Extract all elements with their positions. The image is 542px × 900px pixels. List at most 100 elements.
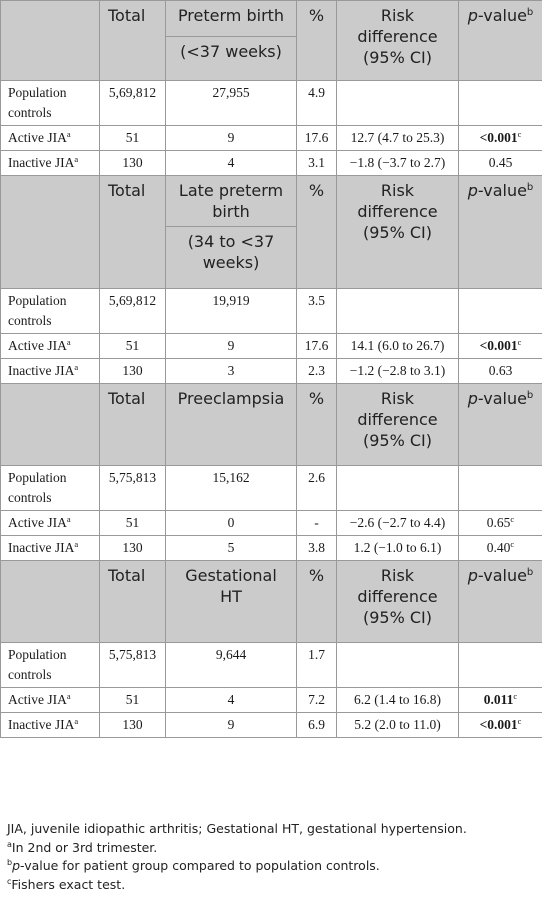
- cell-p-value: 0.45: [458, 150, 542, 176]
- table-row: Population controls 5,75,813 15,162 2.6: [0, 465, 542, 511]
- footnote-abbreviations: JIA, juvenile idiopathic arthritis; Gest…: [7, 821, 467, 836]
- cell-p-value: 0.63: [458, 358, 542, 384]
- header-text-line: Late preterm: [178, 181, 284, 200]
- cell-percent: 17.6: [296, 333, 337, 359]
- table-row: Inactive JIAa 130 4 3.1 −1.8 (−3.7 to 2.7) 0.…: [0, 150, 542, 176]
- cell-event-count: 19,919: [165, 288, 297, 334]
- header-p-value: p-valueb: [458, 560, 542, 643]
- cell-percent: 1.7: [296, 642, 337, 688]
- section-subheader-row: (<37 weeks): [1, 36, 542, 81]
- header-text-line: weeks): [202, 253, 260, 272]
- section-header-row: Total Preterm birth% Risk difference (95% CI…: [0, 0, 542, 81]
- header-text-line: HT: [220, 587, 242, 606]
- row-group-label: Population controls: [0, 288, 100, 334]
- row-group-label: Active JIAa: [0, 687, 100, 713]
- cell-event-count: 0: [165, 510, 297, 536]
- header-total: Total: [99, 560, 166, 643]
- cell-event-count: 15,162: [165, 465, 297, 511]
- cell-total: 51: [99, 510, 166, 536]
- header-text-line: Preterm birth: [177, 6, 285, 25]
- header-outcome-definition: (34 to <37 weeks): [165, 226, 297, 289]
- header-outcome: Late preterm birth: [165, 175, 297, 227]
- cell-percent: 2.3: [296, 358, 337, 384]
- table-row: Population controls 5,69,812 27,955 4.9: [0, 80, 542, 126]
- cell-risk-difference: −1.8 (−3.7 to 2.7): [336, 150, 459, 176]
- row-group-label: Active JIAa: [0, 125, 100, 151]
- cell-risk-difference: [336, 80, 459, 126]
- cell-p-value: [458, 80, 542, 126]
- header-risk-difference: Risk difference (95% CI): [336, 560, 459, 643]
- cell-event-count: 9: [165, 125, 297, 151]
- cell-percent: 6.9: [296, 712, 337, 738]
- cell-risk-difference: 6.2 (1.4 to 16.8): [336, 687, 459, 713]
- cell-percent: -: [296, 510, 337, 536]
- header-percent: %: [296, 383, 337, 466]
- cell-total: 5,75,813: [99, 465, 166, 511]
- header-outcome-definition: (<37 weeks): [165, 36, 297, 81]
- header-text-line: Gestational: [185, 566, 277, 585]
- cell-p-value: <0.001c: [458, 712, 542, 738]
- table-row: Inactive JIAa 130 9 6.9 5.2 (2.0 to 11.0) <0.…: [0, 712, 542, 738]
- cell-event-count: 5: [165, 535, 297, 561]
- table-row: Active JIAa 51 9 17.6 12.7 (4.7 to 25.3) <0.0…: [0, 125, 542, 151]
- header-p-value: p-valueb: [458, 175, 542, 289]
- section-subheader-row: (34 to <37 weeks): [1, 226, 542, 289]
- cell-p-value: 0.65c: [458, 510, 542, 536]
- header-percent: %: [296, 175, 337, 289]
- table-footnotes: JIA, juvenile idiopathic arthritis; Gest…: [7, 820, 537, 894]
- header-text-line: Preeclampsia: [177, 389, 285, 408]
- row-group-label: Inactive JIAa: [0, 150, 100, 176]
- table-row: Active JIAa 51 9 17.6 14.1 (6.0 to 26.7) <0.0…: [0, 333, 542, 359]
- header-total: Total: [99, 0, 166, 81]
- cell-p-value: [458, 288, 542, 334]
- row-group-label: Inactive JIAa: [0, 358, 100, 384]
- header-outcome: Preeclampsia: [165, 383, 297, 466]
- table-row: Active JIAa 51 0- −2.6 (−2.7 to 4.4) 0.65c: [0, 510, 542, 536]
- cell-total: 5,69,812: [99, 288, 166, 334]
- cell-p-value: <0.001c: [458, 125, 542, 151]
- cell-event-count: 3: [165, 358, 297, 384]
- cell-p-value: 0.011c: [458, 687, 542, 713]
- section-header-row: Total Preeclampsia% Risk difference (95% CI)…: [0, 383, 542, 466]
- header-p-value: p-valueb: [458, 0, 542, 81]
- table-row: Inactive JIAa 130 3 2.3 −1.2 (−2.8 to 3.1) 0.…: [0, 358, 542, 384]
- header-blank-cell: [0, 560, 100, 643]
- section-header-row: Total Late preterm birth% Risk difference (95…: [0, 175, 542, 289]
- header-total: Total: [99, 175, 166, 289]
- cell-risk-difference: 1.2 (−1.0 to 6.1): [336, 535, 459, 561]
- header-text-line: birth: [212, 202, 250, 221]
- cell-total: 51: [99, 125, 166, 151]
- header-risk-difference: Risk difference (95% CI): [336, 175, 459, 289]
- footnote-b: bp-value for patient group compared to p…: [7, 858, 380, 873]
- cell-percent: 7.2: [296, 687, 337, 713]
- row-group-label: Population controls: [0, 465, 100, 511]
- cell-event-count: 27,955: [165, 80, 297, 126]
- header-blank-cell: [0, 0, 100, 81]
- row-group-label: Population controls: [0, 642, 100, 688]
- cell-percent: 4.9: [296, 80, 337, 126]
- results-table: Total Preterm birth% Risk difference (95% CI…: [0, 0, 542, 738]
- cell-total: 130: [99, 150, 166, 176]
- cell-risk-difference: [336, 465, 459, 511]
- cell-risk-difference: −2.6 (−2.7 to 4.4): [336, 510, 459, 536]
- cell-risk-difference: 12.7 (4.7 to 25.3): [336, 125, 459, 151]
- cell-total: 130: [99, 712, 166, 738]
- cell-total: 5,75,813: [99, 642, 166, 688]
- header-percent: %: [296, 0, 337, 81]
- table-row: Inactive JIAa 130 5 3.8 1.2 (−1.0 to 6.1) 0.4…: [0, 535, 542, 561]
- cell-risk-difference: −1.2 (−2.8 to 3.1): [336, 358, 459, 384]
- cell-event-count: 4: [165, 150, 297, 176]
- cell-total: 5,69,812: [99, 80, 166, 126]
- footnote-a: aIn 2nd or 3rd trimester.: [7, 839, 158, 855]
- row-group-label: Population controls: [0, 80, 100, 126]
- header-p-value: p-valueb: [458, 383, 542, 466]
- cell-p-value: <0.001c: [458, 333, 542, 359]
- cell-percent: 3.8: [296, 535, 337, 561]
- row-group-label: Active JIAa: [0, 333, 100, 359]
- table-row: Population controls 5,69,812 19,919 3.5: [0, 288, 542, 334]
- cell-total: 51: [99, 333, 166, 359]
- cell-total: 130: [99, 358, 166, 384]
- cell-percent: 3.5: [296, 288, 337, 334]
- table-row: Active JIAa 51 4 7.2 6.2 (1.4 to 16.8) 0.011c: [0, 687, 542, 713]
- footnote-c: cFishers exact test.: [7, 876, 126, 892]
